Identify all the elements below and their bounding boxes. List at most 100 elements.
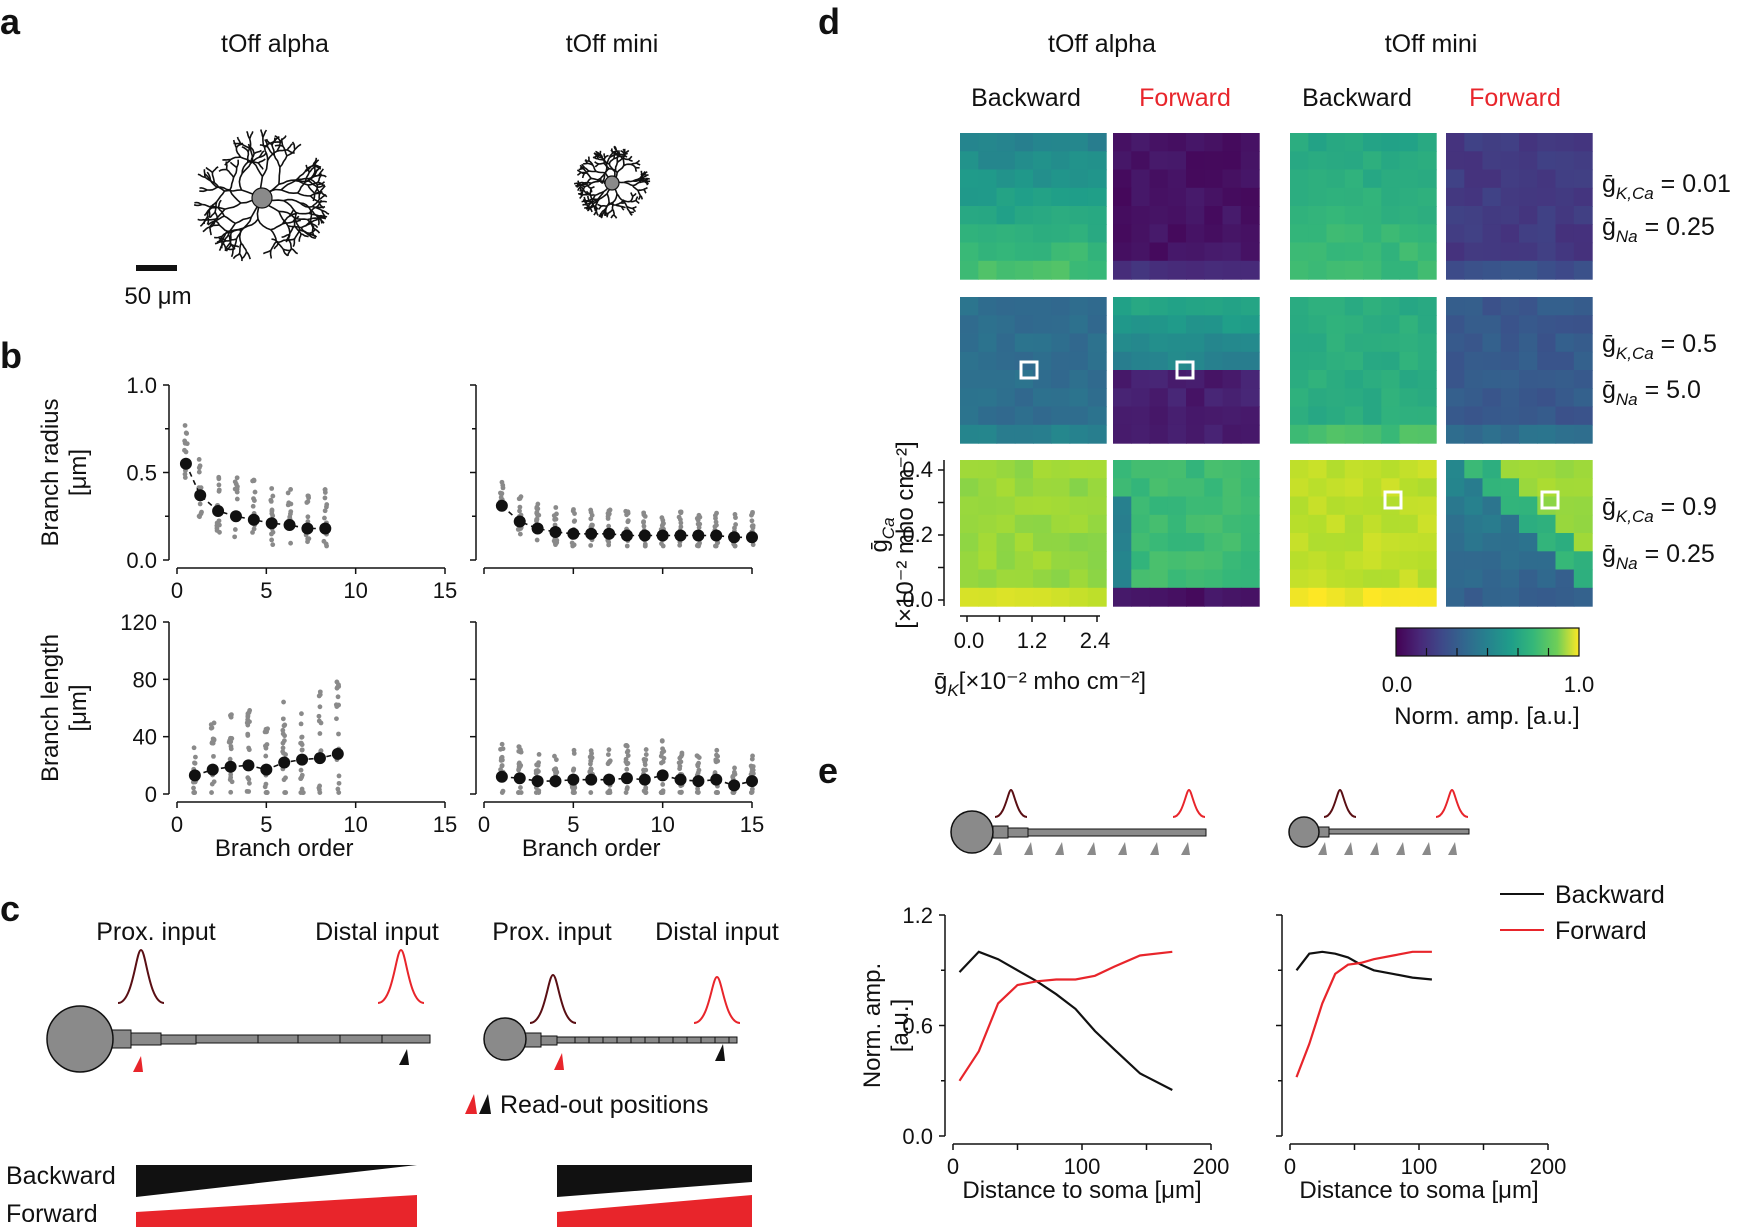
y-tick-label: 1.0 (126, 373, 157, 398)
heatmap-cell (1204, 351, 1224, 371)
heatmap-cell (1167, 333, 1187, 353)
heatmap-cell (978, 388, 998, 408)
heatmap-cell (960, 587, 979, 607)
scatter-point (642, 543, 648, 549)
heatmap-cell (1290, 224, 1309, 244)
heatmap-r2-c3 (1446, 460, 1593, 607)
dendrite-branch (632, 181, 640, 187)
heatmap-cell (1399, 478, 1419, 498)
heatmap-cell (1344, 533, 1364, 552)
heatmap-cell (1381, 351, 1401, 371)
heatmap-cell (1051, 333, 1071, 353)
heatmap-cell (1344, 388, 1364, 408)
dendrite-branch (214, 239, 223, 245)
scatter-point (197, 514, 202, 520)
dendrite-branch (640, 170, 644, 176)
dendrite-branch (586, 200, 592, 203)
heatmap-cell (1240, 496, 1260, 516)
dendrite-branch (629, 211, 634, 214)
dendrite-branch (599, 193, 608, 200)
backward-line (958, 950, 1173, 1091)
dendrite-branch (623, 181, 633, 187)
scatter-point (588, 790, 594, 795)
scatter-point (316, 713, 322, 719)
heatmap-cell (1087, 460, 1107, 479)
heatmap-cell (1500, 478, 1520, 498)
dendrite-branch (199, 189, 208, 193)
mean-point (296, 753, 309, 766)
heatmap-cell (960, 478, 979, 498)
dendrite-branch (622, 200, 628, 208)
mean-point (603, 773, 616, 786)
heatmap-cell (1167, 224, 1187, 244)
heatmap-cell (1500, 424, 1520, 444)
mean-point (656, 529, 669, 542)
heatmap-cell (960, 206, 979, 225)
heatmap-cell (1464, 533, 1484, 552)
heatmap-cell (1051, 514, 1071, 534)
heatmap-cell (1186, 206, 1205, 225)
heatmap-cell (1290, 297, 1309, 316)
scatter-point (234, 475, 240, 481)
heatmap-cell (1033, 533, 1052, 552)
scatter-point (624, 543, 630, 549)
scatter-point (606, 508, 612, 514)
heatmap-cell (1222, 406, 1242, 426)
heatmap-cell (1167, 151, 1187, 171)
heatmap-cell (978, 496, 998, 516)
heatmap-cell (1113, 587, 1132, 607)
scatter-point (517, 508, 522, 514)
heatmap-cell (1519, 206, 1538, 225)
dendrite-branch (616, 193, 624, 202)
scatter-point (334, 716, 339, 722)
x-tick-label: 15 (740, 812, 764, 837)
panel-a-title-alpha: tOff alpha (221, 30, 329, 58)
d-x-tick-label: 1.2 (1017, 628, 1048, 653)
heatmap-cell (1087, 496, 1107, 516)
heatmap-cell (1446, 388, 1465, 408)
heatmap-cell (1240, 333, 1260, 353)
heatmap-cell (978, 333, 998, 353)
heatmap-cell (1113, 242, 1132, 262)
heatmap-cell (1014, 569, 1034, 589)
heatmap-cell (1344, 187, 1364, 207)
heatmap-cell (1399, 206, 1419, 225)
heatmap-cell (1131, 551, 1151, 571)
dendrite-branch (581, 173, 585, 179)
heatmap-cell (1446, 260, 1465, 280)
heatmap-cell (1113, 424, 1132, 444)
heatmap-cell (1290, 514, 1309, 534)
x-tick-label: 5 (567, 812, 579, 837)
scatter-point (336, 773, 342, 779)
dendrite-branch (608, 158, 615, 165)
scatter-point (193, 754, 198, 760)
heatmap-cell (1519, 533, 1538, 552)
heatmap-cell (1033, 587, 1052, 607)
dendrite-branch (590, 180, 601, 184)
dendrite-branch (240, 242, 248, 253)
heatmap-cell (978, 260, 998, 280)
heatmap-cell (1051, 187, 1071, 207)
heatmap-cell (1033, 151, 1052, 171)
heatmap-cell (1167, 242, 1187, 262)
mean-point (283, 519, 296, 531)
heatmap-cell (1446, 315, 1465, 335)
heatmap-cell (1555, 551, 1575, 571)
heatmap-cell (1051, 206, 1071, 225)
mean-point (194, 489, 207, 502)
scatter-point (285, 490, 291, 496)
heatmap-cell (1186, 315, 1205, 335)
heatmap-cell (1344, 406, 1364, 426)
heatmap-cell (960, 514, 979, 534)
heatmap-cell (1326, 406, 1346, 426)
x-tick-label: 0 (171, 578, 183, 603)
heatmap-cell (1087, 533, 1107, 552)
heatmap-cell (1113, 333, 1132, 353)
heatmap-cell (1069, 533, 1089, 552)
dendrite-branch (608, 202, 616, 206)
scatter-point (251, 498, 257, 503)
heatmap-cell (1417, 424, 1437, 444)
heatmap-cell (1500, 187, 1520, 207)
heatmap-cell (960, 333, 979, 353)
heatmap-cell (1555, 370, 1575, 389)
